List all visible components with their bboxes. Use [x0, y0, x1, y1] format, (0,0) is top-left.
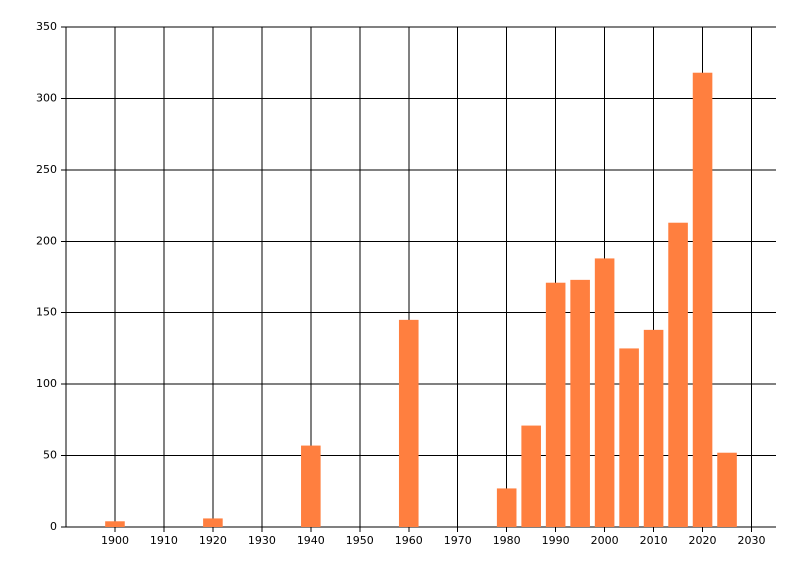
- bar: [545, 282, 566, 527]
- x-tick-label: 2030: [738, 534, 766, 547]
- bar: [398, 319, 419, 527]
- x-tick-label: 1910: [150, 534, 178, 547]
- x-tick-label: 2020: [689, 534, 717, 547]
- x-tick-label: 1940: [297, 534, 325, 547]
- x-tick-label: 1900: [101, 534, 129, 547]
- bar: [643, 329, 664, 527]
- bar: [301, 445, 321, 527]
- x-tick-label: 2010: [640, 534, 668, 547]
- bar: [619, 348, 639, 527]
- bar: [594, 258, 615, 527]
- y-tick-label: 350: [36, 20, 57, 33]
- y-tick-label: 0: [50, 520, 57, 533]
- x-tick-label: 1990: [542, 534, 570, 547]
- bar: [692, 72, 713, 527]
- x-tick-label: 1950: [346, 534, 374, 547]
- x-tick-label: 1960: [395, 534, 423, 547]
- x-tick-label: 1970: [444, 534, 472, 547]
- bar: [105, 521, 125, 527]
- bar: [521, 425, 541, 527]
- y-tick-label: 200: [36, 234, 57, 247]
- y-tick-label: 300: [36, 91, 57, 104]
- bar: [668, 222, 688, 527]
- y-tick-label: 50: [43, 449, 57, 462]
- bar: [717, 452, 737, 527]
- bar: [570, 279, 590, 527]
- x-tick-label: 1920: [199, 534, 227, 547]
- y-tick-label: 250: [36, 163, 57, 176]
- bar: [496, 488, 517, 527]
- bar: [203, 518, 223, 527]
- x-tick-label: 2000: [591, 534, 619, 547]
- y-tick-label: 150: [36, 306, 57, 319]
- y-tick-label: 100: [36, 377, 57, 390]
- x-tick-label: 1930: [248, 534, 276, 547]
- x-tick-label: 1980: [493, 534, 521, 547]
